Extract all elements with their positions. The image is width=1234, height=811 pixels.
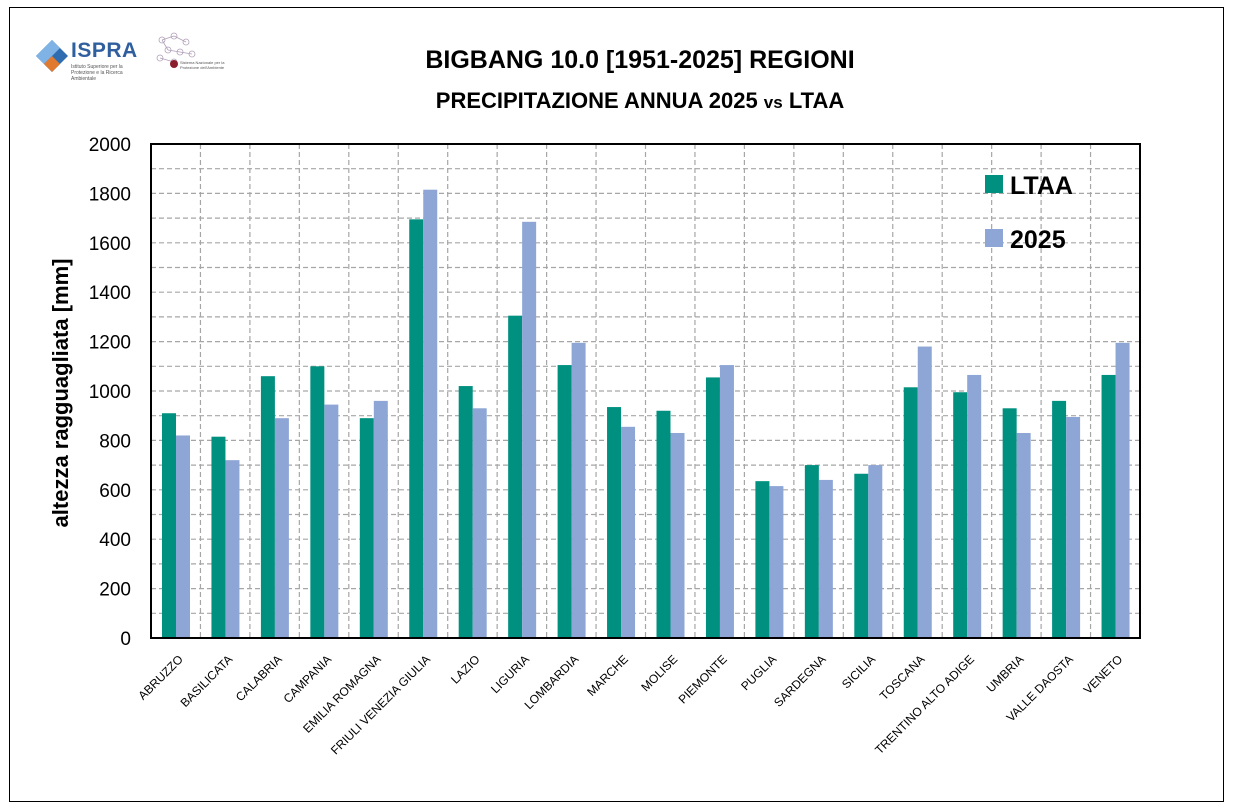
x-tick-label: ABRUZZO (135, 652, 185, 702)
bar-ltaa (854, 473, 869, 638)
x-tick-label: PUGLIA (738, 652, 779, 693)
chart-subtitle: PRECIPITAZIONE ANNUA 2025 vs LTAA (340, 88, 940, 114)
x-tick-label: MOLISE (638, 652, 680, 694)
x-tick-label: UMBRIA (984, 652, 1027, 695)
bar-ltaa (458, 386, 473, 638)
legend-swatch-ltaa (985, 175, 1003, 193)
bar-ltaa (508, 315, 523, 638)
x-tick-label: FRIULI VENEZIA GIULIA (328, 652, 433, 757)
bar-2025 (522, 221, 537, 638)
y-tick-label: 400 (99, 530, 131, 551)
bar-ltaa (1002, 408, 1017, 638)
x-tick-label: CAMPANIA (281, 652, 335, 706)
legend-swatch-2025 (985, 229, 1003, 247)
snpa-network-icon (156, 32, 196, 68)
x-tick-label: TOSCANA (877, 652, 928, 703)
bar-2025 (769, 486, 784, 638)
ispra-logo: ISPRA Istituto Superiore per la Protezio… (34, 34, 144, 84)
bar-ltaa (359, 418, 374, 638)
bar-ltaa (953, 392, 968, 638)
bar-ltaa (903, 387, 918, 638)
x-tick-label: CALABRIA (233, 652, 285, 704)
bar-ltaa (705, 377, 720, 638)
bar-ltaa (557, 365, 572, 638)
y-tick-label: 600 (99, 481, 131, 502)
y-tick-label: 1000 (89, 382, 131, 403)
bar-ltaa (409, 219, 424, 638)
bar-ltaa (607, 407, 622, 638)
bar-2025 (324, 404, 339, 638)
ispra-logo-text: ISPRA (71, 39, 138, 62)
y-tick-label: 0 (120, 629, 131, 650)
bar-ltaa (211, 436, 226, 638)
subtitle-tail: LTAA (782, 88, 845, 113)
y-tick-label: 1600 (89, 234, 131, 255)
bar-2025 (225, 460, 240, 638)
bar-2025 (1016, 432, 1031, 638)
y-tick-label: 800 (99, 431, 131, 452)
bar-2025 (274, 418, 289, 638)
subtitle-vs: vs (763, 93, 783, 112)
x-tick-label: SARDEGNA (771, 652, 829, 710)
bar-ltaa (804, 465, 819, 638)
bar-2025 (423, 189, 438, 638)
x-tick-label: LIGURIA (488, 652, 532, 696)
bar-2025 (176, 435, 190, 638)
y-tick-label: 2000 (89, 135, 131, 156)
bar-2025 (818, 479, 833, 638)
bar-2025 (967, 374, 982, 638)
bar-2025 (917, 346, 932, 638)
y-tick-label: 200 (99, 580, 131, 601)
bar-ltaa (162, 413, 176, 638)
x-tick-label: TRENTINO ALTO ADIGE (872, 652, 977, 757)
y-tick-label: 1200 (89, 333, 131, 354)
y-tick-label: 1400 (89, 283, 131, 304)
subtitle-main: PRECIPITAZIONE ANNUA 2025 (435, 88, 764, 113)
snpa-logo: Sistema Nazionale per la Protezione dell… (150, 30, 240, 85)
bar-2025 (1115, 342, 1130, 638)
bar-ltaa (755, 481, 770, 638)
x-tick-label: SICILIA (839, 652, 878, 691)
bar-ltaa (260, 376, 275, 638)
legend-label-2025: 2025 (1010, 226, 1066, 254)
chart-title: BIGBANG 10.0 [1951-2025] REGIONI (425, 46, 855, 74)
bar-2025 (868, 465, 883, 638)
plot-border (150, 143, 1141, 639)
y-axis-label: altezza ragguagliata [mm] (48, 259, 73, 528)
x-tick-label: PIEMONTE (676, 652, 730, 706)
bar-2025 (670, 432, 685, 638)
bar-ltaa (1101, 374, 1116, 638)
bar-2025 (571, 342, 586, 638)
bar-ltaa (656, 410, 671, 638)
bar-2025 (1066, 416, 1081, 638)
bar-ltaa (1052, 400, 1067, 638)
x-tick-label: BASILICATA (178, 652, 236, 710)
x-tick-label: MARCHE (584, 652, 631, 699)
x-tick-label: VENETO (1081, 652, 1126, 697)
bar-2025 (719, 365, 734, 638)
bar-2025 (472, 408, 487, 638)
bar-2025 (373, 400, 388, 638)
ispra-logo-subtext: Istituto Superiore per la Protezione e l… (71, 64, 123, 82)
y-tick-label: 1800 (89, 184, 131, 205)
ispra-emblem-icon (36, 40, 68, 72)
snpa-logo-text: Sistema Nazionale per la Protezione dell… (180, 60, 225, 70)
bar-ltaa (310, 366, 325, 638)
bar-2025 (621, 426, 636, 638)
x-tick-label: LAZIO (448, 652, 482, 686)
legend: LTAA 2025 (985, 172, 1073, 254)
legend-label-ltaa: LTAA (1010, 172, 1073, 200)
